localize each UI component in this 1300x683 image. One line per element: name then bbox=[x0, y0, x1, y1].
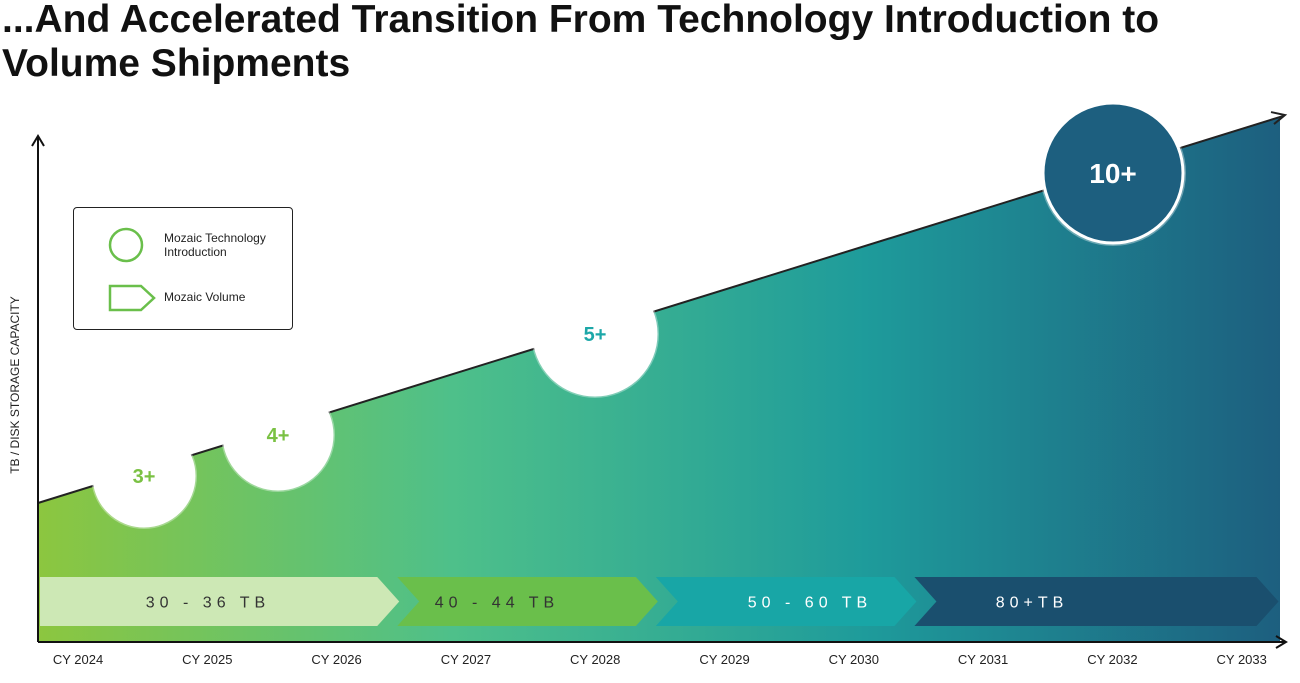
x-tick-label: CY 2028 bbox=[570, 652, 620, 667]
x-tick-label: CY 2026 bbox=[311, 652, 361, 667]
tech-intro-bubble: 4+ bbox=[221, 378, 335, 492]
volume-band-label: 50 - 60 TB bbox=[748, 595, 872, 612]
tech-intro-label: 4+ bbox=[267, 425, 290, 447]
x-tick-label: CY 2029 bbox=[699, 652, 749, 667]
legend-label-volume: Mozaic Volume bbox=[164, 290, 246, 304]
legend: Mozaic Technology Introduction Mozaic Vo… bbox=[73, 207, 293, 330]
legend-pentagon-icon bbox=[108, 284, 156, 312]
y-axis-label: TB / DISK STORAGE CAPACITY bbox=[8, 296, 22, 474]
x-tick-label: CY 2031 bbox=[958, 652, 1008, 667]
volume-band bbox=[914, 577, 1279, 626]
trend-arrow-head bbox=[1270, 111, 1288, 125]
tech-intro-circle bbox=[92, 424, 196, 528]
page-title: ...And Accelerated Transition From Techn… bbox=[2, 0, 1160, 85]
legend-circle-icon bbox=[108, 227, 144, 263]
volume-band-label: 30 - 36 TB bbox=[146, 595, 270, 612]
tech-intro-bubble: 3+ bbox=[91, 423, 197, 529]
tech-intro-circle bbox=[222, 379, 334, 491]
tech-intro-label: 10+ bbox=[1089, 158, 1137, 189]
tech-intro-label: 5+ bbox=[584, 324, 607, 346]
x-tick-label: CY 2025 bbox=[182, 652, 232, 667]
volume-band bbox=[397, 577, 658, 626]
x-tick-label: CY 2027 bbox=[441, 652, 491, 667]
legend-label-introduction: Mozaic Technology Introduction bbox=[164, 231, 266, 259]
capacity-area bbox=[38, 117, 1280, 642]
tech-intro-bubble: 10+ bbox=[1040, 100, 1186, 246]
x-tick-label: CY 2030 bbox=[829, 652, 879, 667]
x-tick-label: CY 2024 bbox=[53, 652, 103, 667]
tech-intro-circle bbox=[532, 271, 658, 397]
volume-band-label: 40 - 44 TB bbox=[435, 595, 559, 612]
volume-band bbox=[655, 577, 917, 626]
x-tick-label: CY 2033 bbox=[1217, 652, 1267, 667]
tech-intro-bubble: 5+ bbox=[531, 270, 659, 398]
tech-intro-circle bbox=[1041, 101, 1185, 245]
volume-band-label: 80+TB bbox=[996, 595, 1069, 612]
tech-intro-label: 3+ bbox=[133, 466, 156, 488]
volume-band bbox=[40, 577, 400, 626]
y-axis-arrow bbox=[31, 134, 45, 147]
x-tick-label: CY 2032 bbox=[1087, 652, 1137, 667]
x-axis-arrow bbox=[1275, 635, 1288, 649]
